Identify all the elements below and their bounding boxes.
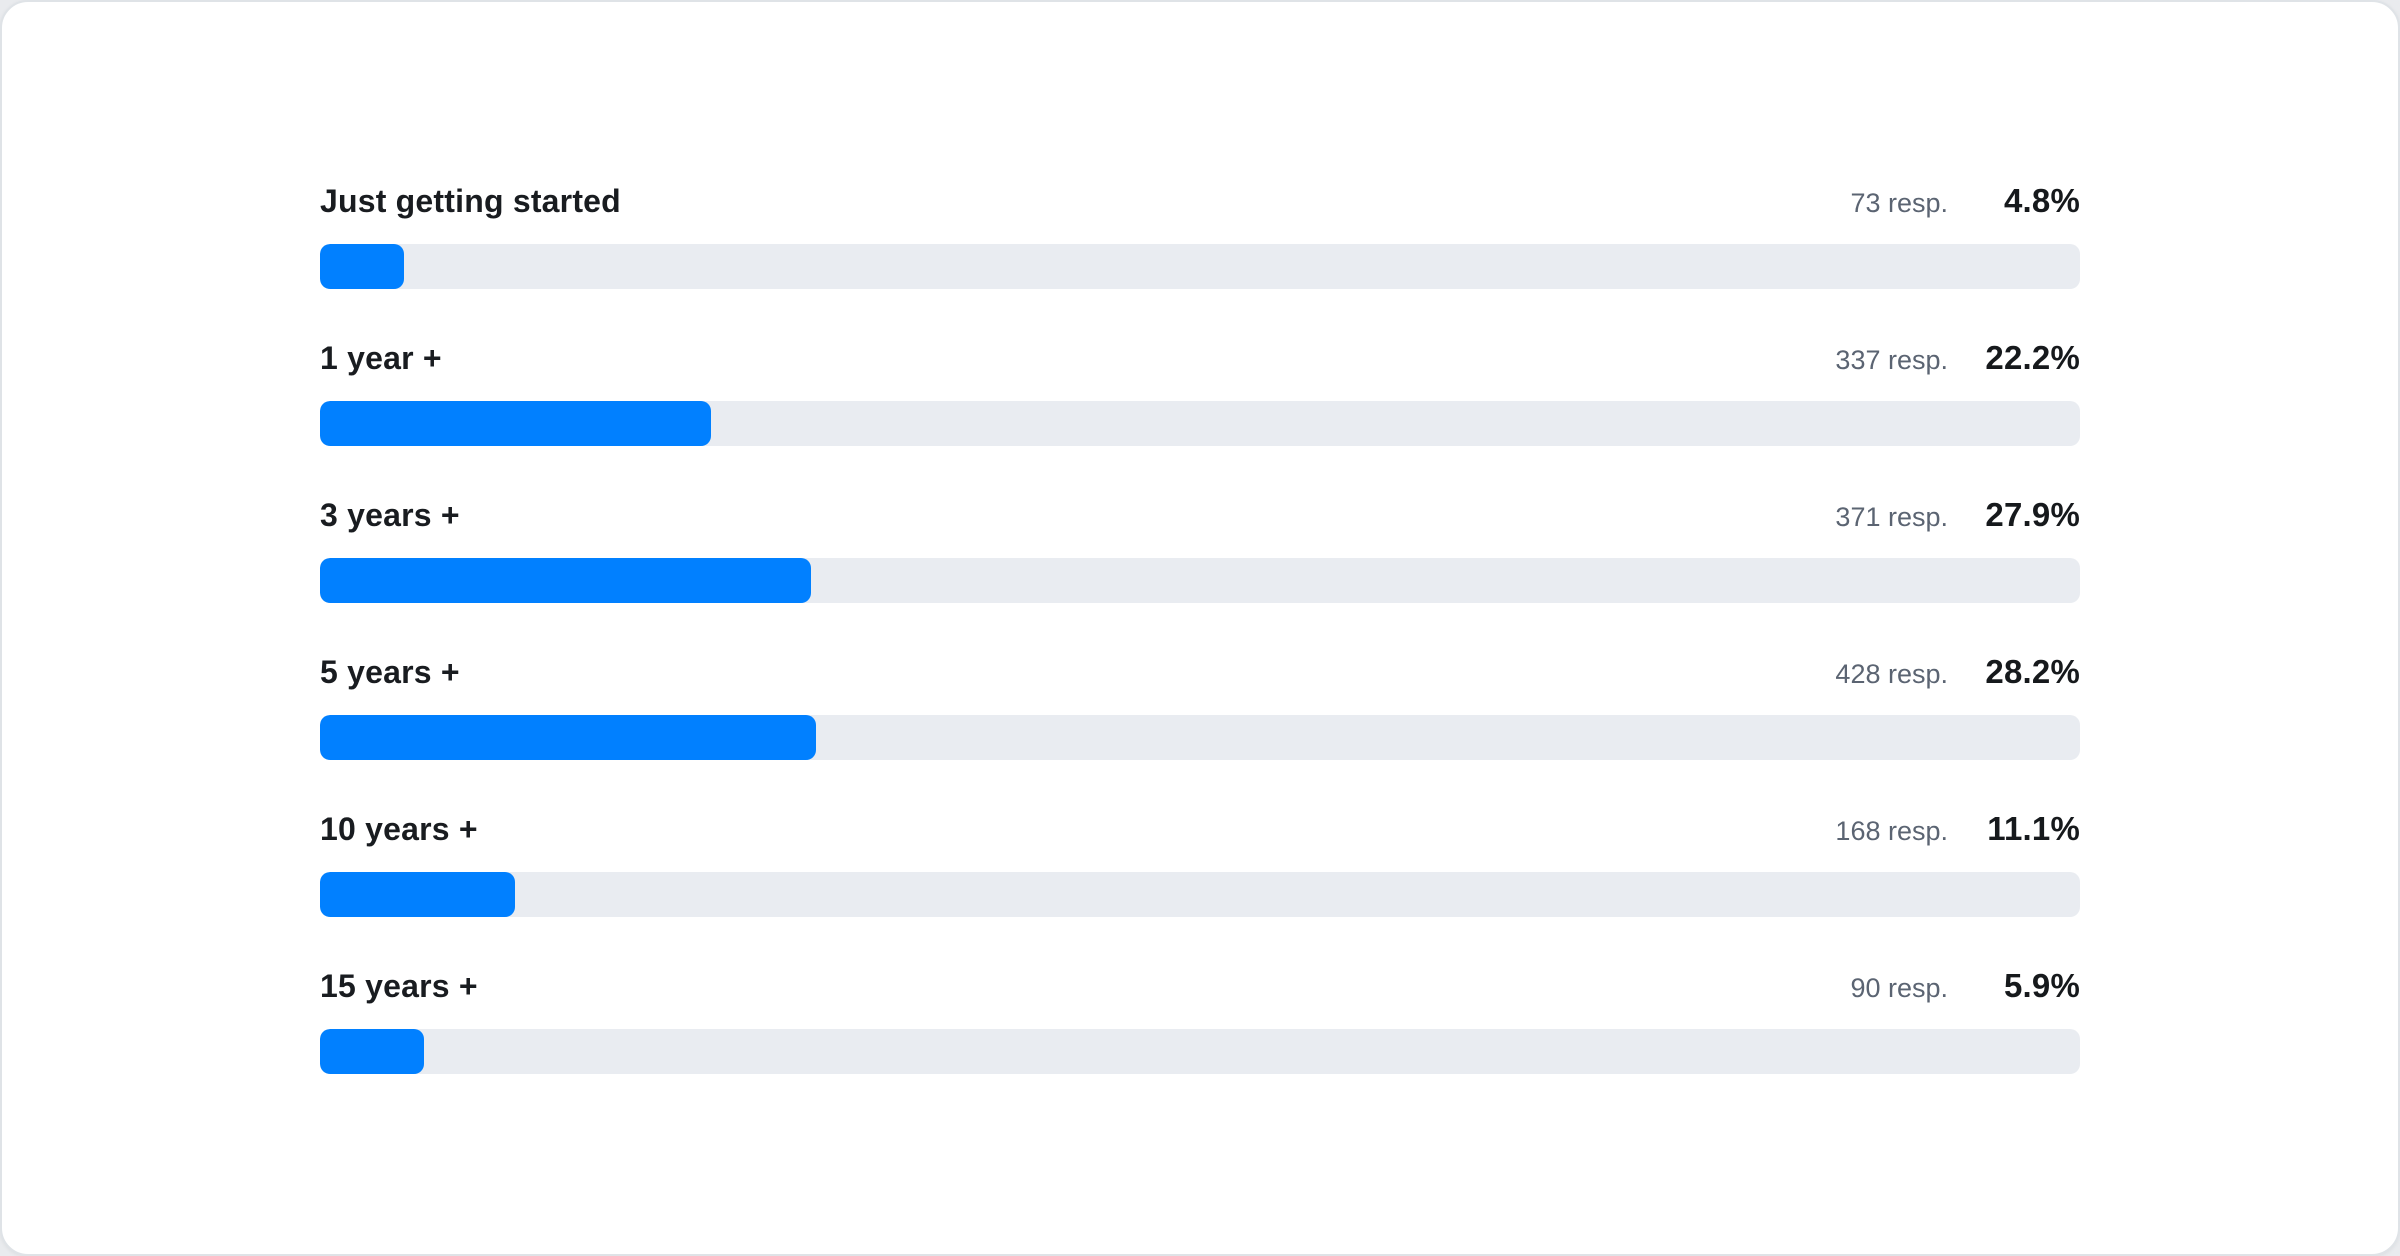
chart-row: 3 years + 371 resp. 27.9% (320, 496, 2080, 603)
respondent-count: 428 resp. (1835, 659, 1948, 689)
row-header: 5 years + 428 resp. 28.2% (320, 653, 2080, 697)
bar-track (320, 401, 2080, 446)
row-stats: 428 resp. 28.2% (1835, 653, 2080, 691)
chart-row: Just getting started 73 resp. 4.8% (320, 182, 2080, 289)
row-stats: 371 resp. 27.9% (1835, 496, 2080, 534)
bar-chart: Just getting started 73 resp. 4.8% 1 yea… (2, 2, 2398, 1074)
bar-fill (320, 715, 817, 760)
respondent-count: 73 resp. (1850, 188, 1948, 218)
chart-row: 10 years + 168 resp. 11.1% (320, 810, 2080, 917)
bar-track (320, 1029, 2080, 1074)
row-stats: 90 resp. 5.9% (1850, 967, 2080, 1005)
row-stats: 168 resp. 11.1% (1835, 810, 2080, 848)
bar-fill (320, 872, 516, 917)
category-label: Just getting started (320, 183, 621, 219)
bar-fill (320, 244, 405, 289)
respondent-count: 371 resp. (1835, 502, 1948, 532)
row-header: Just getting started 73 resp. 4.8% (320, 182, 2080, 226)
row-header: 1 year + 337 resp. 22.2% (320, 339, 2080, 383)
chart-row: 1 year + 337 resp. 22.2% (320, 339, 2080, 446)
category-label: 1 year + (320, 340, 442, 376)
category-label: 3 years + (320, 497, 460, 533)
respondent-count: 90 resp. (1850, 973, 1948, 1003)
percent-value: 4.8% (2003, 182, 2080, 219)
bar-fill (320, 558, 812, 603)
percent-value: 28.2% (1985, 653, 2080, 690)
chart-row: 5 years + 428 resp. 28.2% (320, 653, 2080, 760)
percent-value: 22.2% (1985, 339, 2080, 376)
bar-track (320, 715, 2080, 760)
bar-fill (320, 401, 711, 446)
row-stats: 337 resp. 22.2% (1835, 339, 2080, 377)
percent-value: 5.9% (2003, 967, 2080, 1004)
percent-value: 27.9% (1985, 496, 2080, 533)
category-label: 15 years + (320, 968, 478, 1004)
row-header: 10 years + 168 resp. 11.1% (320, 810, 2080, 854)
respondent-count: 337 resp. (1835, 345, 1948, 375)
category-label: 5 years + (320, 654, 460, 690)
row-stats: 73 resp. 4.8% (1850, 182, 2080, 220)
category-label: 10 years + (320, 811, 478, 847)
row-header: 3 years + 371 resp. 27.9% (320, 496, 2080, 540)
chart-row: 15 years + 90 resp. 5.9% (320, 967, 2080, 1074)
bar-track (320, 244, 2080, 289)
row-header: 15 years + 90 resp. 5.9% (320, 967, 2080, 1011)
bar-track (320, 872, 2080, 917)
respondent-count: 168 resp. (1835, 816, 1948, 846)
bar-fill (320, 1029, 424, 1074)
bar-track (320, 558, 2080, 603)
percent-value: 11.1% (1987, 810, 2080, 847)
